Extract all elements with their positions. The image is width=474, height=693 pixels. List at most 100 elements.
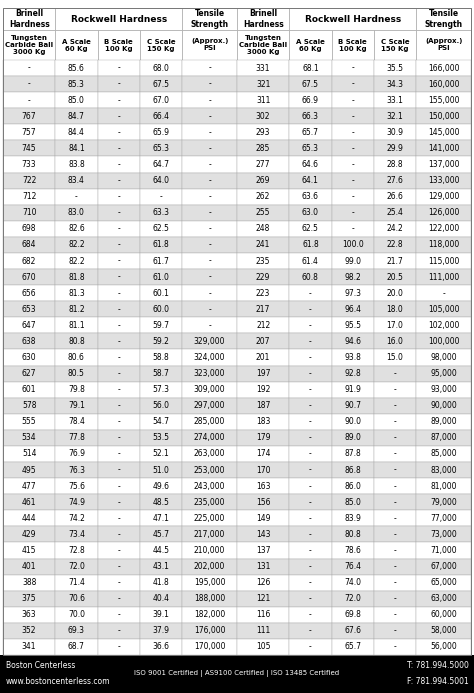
Bar <box>332 382 374 398</box>
Bar <box>289 510 332 527</box>
Bar <box>98 108 140 124</box>
Bar <box>182 559 237 574</box>
Text: -: - <box>118 289 120 298</box>
Bar <box>416 124 471 141</box>
Bar <box>98 382 140 398</box>
Text: 255: 255 <box>256 209 270 218</box>
Text: -: - <box>75 192 78 201</box>
Bar <box>237 607 289 623</box>
Text: 166,000: 166,000 <box>428 64 459 73</box>
Bar <box>182 527 237 543</box>
Bar <box>98 478 140 494</box>
Bar <box>182 108 237 124</box>
Text: B Scale
100 Kg: B Scale 100 Kg <box>338 39 367 51</box>
Bar <box>374 317 416 333</box>
Bar <box>55 510 98 527</box>
Bar <box>140 398 182 414</box>
Bar <box>3 76 55 92</box>
Bar <box>237 398 289 414</box>
Text: 57.3: 57.3 <box>153 385 170 394</box>
Bar <box>332 204 374 221</box>
Text: 56,000: 56,000 <box>430 642 457 651</box>
Text: 68.1: 68.1 <box>302 64 319 73</box>
Bar <box>55 574 98 590</box>
Text: -: - <box>394 578 396 587</box>
Bar <box>237 204 289 221</box>
Bar <box>55 157 98 173</box>
Bar <box>98 124 140 141</box>
Text: 262: 262 <box>256 192 270 201</box>
Bar <box>289 92 332 108</box>
Bar <box>182 76 237 92</box>
Bar <box>140 607 182 623</box>
Text: 352: 352 <box>22 626 36 635</box>
Bar <box>55 430 98 446</box>
Bar <box>182 124 237 141</box>
Bar <box>182 398 237 414</box>
Text: 62.5: 62.5 <box>153 225 170 234</box>
Text: 90.7: 90.7 <box>344 401 361 410</box>
Bar <box>55 285 98 301</box>
Text: 54.7: 54.7 <box>153 417 170 426</box>
Text: -: - <box>309 289 312 298</box>
Text: 98,000: 98,000 <box>430 353 457 362</box>
Bar <box>3 108 55 124</box>
Bar <box>140 446 182 462</box>
Text: A Scale
60 Kg: A Scale 60 Kg <box>62 39 91 51</box>
Text: -: - <box>118 530 120 539</box>
Bar <box>237 141 289 157</box>
Bar <box>237 430 289 446</box>
Text: -: - <box>208 176 211 185</box>
Bar <box>3 92 55 108</box>
Text: 192: 192 <box>256 385 270 394</box>
Text: 66.4: 66.4 <box>153 112 170 121</box>
Bar <box>416 574 471 590</box>
Bar <box>374 30 416 60</box>
Bar <box>416 188 471 204</box>
Text: 202,000: 202,000 <box>194 562 225 571</box>
Text: -: - <box>208 240 211 249</box>
Text: 388: 388 <box>22 578 36 587</box>
Bar <box>416 253 471 269</box>
Text: 61.7: 61.7 <box>153 256 170 265</box>
Text: 188,000: 188,000 <box>194 594 225 603</box>
Bar <box>237 559 289 574</box>
Bar <box>55 301 98 317</box>
Bar <box>289 253 332 269</box>
Bar <box>55 446 98 462</box>
Bar <box>416 221 471 237</box>
Bar <box>237 173 289 188</box>
Bar <box>237 108 289 124</box>
Bar <box>374 221 416 237</box>
Bar <box>332 543 374 559</box>
Bar <box>237 365 289 382</box>
Text: 131: 131 <box>256 562 270 571</box>
Bar <box>237 188 289 204</box>
Text: 29.9: 29.9 <box>387 144 403 153</box>
Text: 68.7: 68.7 <box>68 642 85 651</box>
Bar <box>140 559 182 574</box>
Text: 20.5: 20.5 <box>387 272 403 281</box>
Text: 61.4: 61.4 <box>302 256 319 265</box>
Text: 87.8: 87.8 <box>345 450 361 459</box>
Bar <box>55 639 98 655</box>
Bar <box>237 349 289 365</box>
Bar <box>55 623 98 639</box>
Text: -: - <box>309 466 312 475</box>
Bar <box>374 382 416 398</box>
Bar <box>182 285 237 301</box>
Bar <box>332 157 374 173</box>
Text: 444: 444 <box>22 514 36 523</box>
Bar <box>140 108 182 124</box>
Bar <box>140 574 182 590</box>
Text: -: - <box>118 128 120 137</box>
Bar <box>416 365 471 382</box>
Text: (Approx.)
PSI: (Approx.) PSI <box>425 39 462 51</box>
Bar <box>374 349 416 365</box>
Bar <box>3 365 55 382</box>
Text: 28.8: 28.8 <box>387 160 403 169</box>
Text: -: - <box>208 128 211 137</box>
Bar <box>237 590 289 607</box>
Bar <box>374 237 416 253</box>
Bar <box>374 285 416 301</box>
